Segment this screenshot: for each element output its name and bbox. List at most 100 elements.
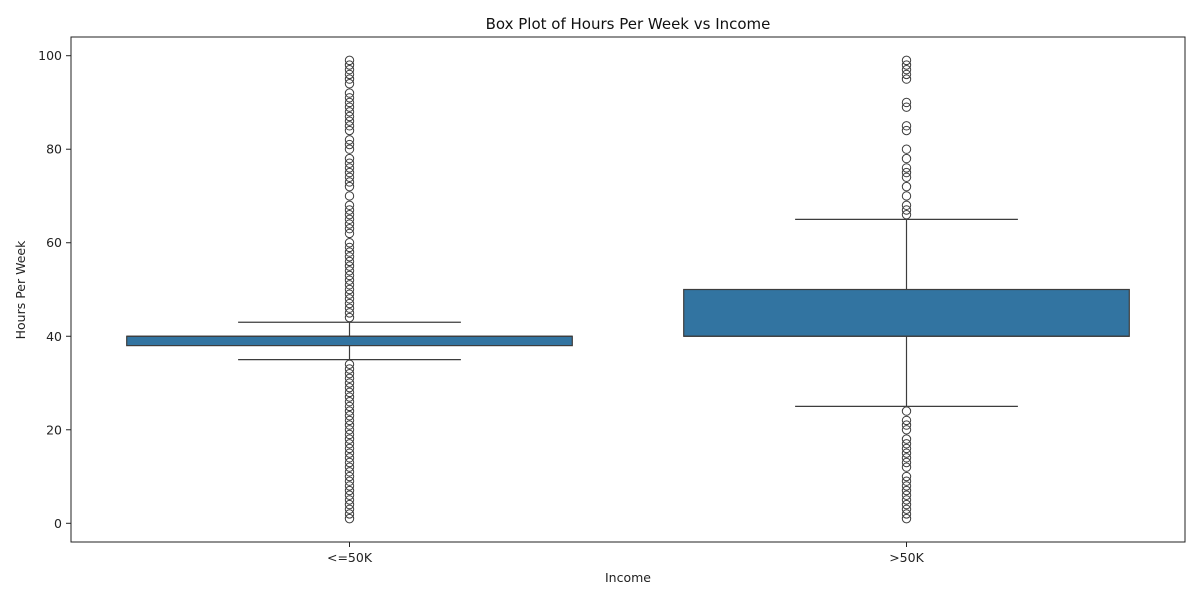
outlier-point <box>344 167 355 178</box>
x-tick-label: >50K <box>889 550 924 565</box>
chart-title: Box Plot of Hours Per Week vs Income <box>486 15 771 33</box>
outlier-point <box>344 387 355 398</box>
outlier-point <box>901 415 912 426</box>
outlier-point <box>901 163 912 173</box>
y-tick-label: 20 <box>46 422 62 437</box>
outlier-point <box>344 172 355 182</box>
outlier-point <box>344 79 355 89</box>
outlier-point <box>344 177 355 187</box>
plot-area <box>126 55 1130 524</box>
outlier-point <box>901 495 912 505</box>
outlier-point <box>344 191 355 201</box>
y-tick-label: 60 <box>46 235 62 250</box>
outlier-point <box>344 425 355 435</box>
outlier-point <box>344 139 355 150</box>
outlier-point <box>901 499 912 510</box>
outlier-point <box>901 60 912 70</box>
outlier-point <box>344 247 355 257</box>
outlier-point <box>344 448 355 458</box>
outlier-point <box>344 275 355 285</box>
outlier-point <box>344 55 355 66</box>
outlier-point <box>901 471 912 482</box>
outlier-point <box>344 97 355 108</box>
x-tick-label: <=50K <box>327 550 373 565</box>
outlier-point <box>901 513 912 524</box>
outlier-point <box>344 111 355 122</box>
outlier-point <box>344 69 355 80</box>
outlier-point <box>344 144 355 154</box>
outlier-point <box>344 397 355 407</box>
outlier-point <box>344 439 355 449</box>
outlier-point <box>344 181 355 192</box>
outlier-point <box>344 238 355 248</box>
outlier-point <box>344 364 355 374</box>
outlier-point <box>901 144 912 154</box>
outlier-point <box>344 509 355 519</box>
outlier-point <box>344 219 355 229</box>
outlier-point <box>344 107 355 117</box>
outlier-point <box>344 135 355 145</box>
outlier-point <box>344 382 355 393</box>
outlier-point <box>901 457 912 468</box>
outlier-point <box>344 499 355 510</box>
outlier-point <box>344 378 355 388</box>
outlier-point <box>344 429 355 440</box>
outlier-point <box>901 443 912 454</box>
outlier-point <box>344 308 355 318</box>
y-axis-title: Hours Per Week <box>13 240 28 339</box>
outlier-point <box>344 280 355 290</box>
outlier-point <box>901 425 912 435</box>
outlier-point <box>901 97 912 108</box>
outlier-point <box>901 74 912 84</box>
y-tick-label: 40 <box>46 329 62 344</box>
outlier-point <box>901 200 912 211</box>
outlier-point <box>344 462 355 472</box>
outlier-point <box>344 368 355 379</box>
outlier-point <box>344 65 355 75</box>
x-axis-title: Income <box>605 570 651 585</box>
outlier-point <box>344 93 355 103</box>
outlier-point <box>344 415 355 426</box>
outlier-point <box>901 121 912 131</box>
box-group <box>126 55 573 524</box>
outlier-point <box>901 153 912 164</box>
outlier-point <box>344 228 355 239</box>
outlier-point <box>344 457 355 468</box>
outlier-point <box>901 125 912 136</box>
outlier-point <box>344 60 355 70</box>
outlier-point <box>344 359 355 370</box>
outlier-point <box>344 289 355 299</box>
outlier-point <box>901 102 912 112</box>
outlier-point <box>901 209 912 220</box>
outlier-point <box>344 443 355 454</box>
outlier-point <box>344 125 355 136</box>
outlier-point <box>344 411 355 421</box>
outlier-point <box>344 224 355 234</box>
outlier-point <box>901 55 912 66</box>
outlier-point <box>344 158 355 168</box>
outlier-point <box>344 476 355 486</box>
outlier-point <box>901 481 912 491</box>
outlier-point <box>901 69 912 80</box>
outlier-point <box>901 420 912 430</box>
outlier-point <box>344 270 355 281</box>
outlier-point <box>344 471 355 482</box>
outlier-point <box>344 261 355 271</box>
outlier-point <box>344 102 355 112</box>
outlier-point <box>901 509 912 519</box>
outlier-point <box>344 420 355 430</box>
outlier-point <box>344 401 355 412</box>
outlier-point <box>901 167 912 178</box>
outlier-point <box>344 256 355 267</box>
outlier-point <box>344 373 355 384</box>
outlier-point <box>901 476 912 486</box>
outlier-point <box>344 153 355 164</box>
outlier-point <box>344 284 355 295</box>
outlier-point <box>344 121 355 131</box>
outlier-point <box>344 485 355 496</box>
outlier-point <box>901 485 912 496</box>
x-axis: <=50K >50K <box>327 542 925 565</box>
outlier-point <box>344 481 355 491</box>
outlier-point <box>344 88 355 98</box>
plot-frame <box>70 36 1186 543</box>
